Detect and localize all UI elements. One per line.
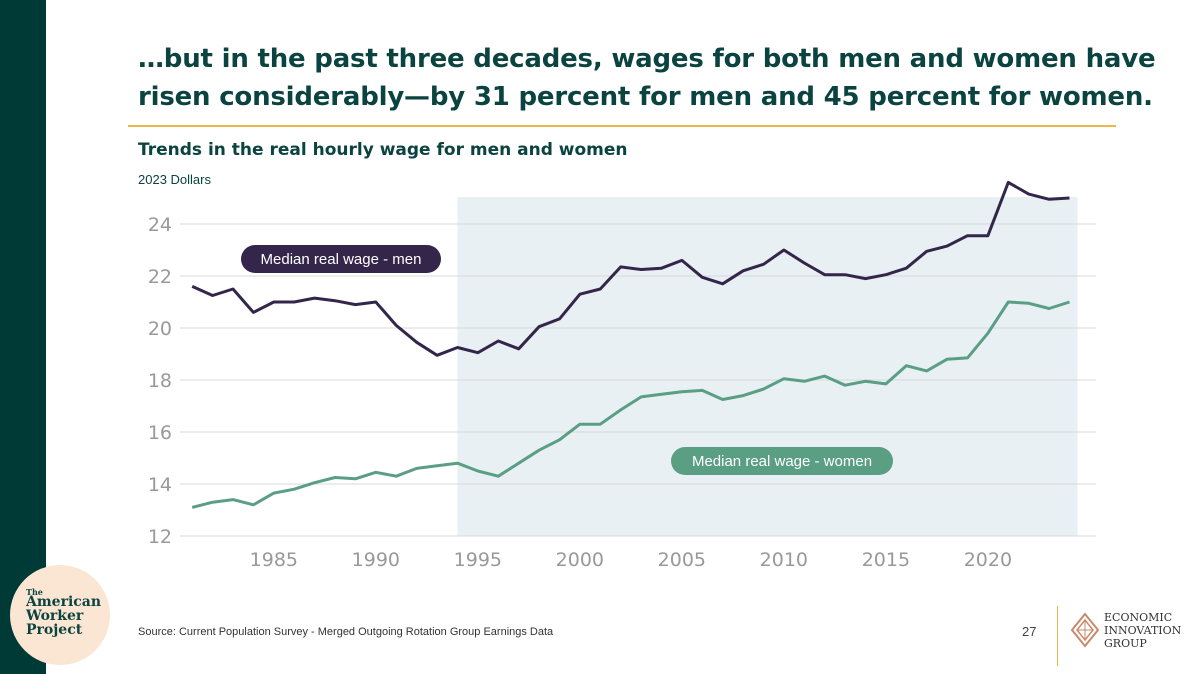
headline-line-2: risen considerably—by 31 percent for men…	[138, 82, 1153, 112]
y-tick-label: 12	[148, 526, 172, 548]
logo-line-1: American	[26, 594, 102, 610]
men-wage-line	[191, 180, 1070, 357]
y-tick-label: 20	[148, 318, 172, 340]
eig-line-1: ECONOMIC	[1104, 611, 1173, 624]
x-tick-label: 2000	[556, 549, 604, 571]
y-tick-label: 22	[148, 266, 172, 288]
logo-line-2: Worker	[26, 608, 84, 624]
y-tick-label: 18	[148, 370, 172, 392]
shaded-period	[457, 197, 1078, 536]
headline-line-1: …but in the past three decades, wages fo…	[138, 44, 1156, 74]
y-tick-label: 24	[148, 214, 172, 236]
women-wage-line	[191, 300, 1070, 509]
chart-title: Trends in the real hourly wage for men a…	[138, 140, 628, 160]
eig-logo-text: ECONOMIC INNOVATION GROUP	[1104, 611, 1181, 650]
chart-subtitle: 2023 Dollars	[138, 172, 211, 187]
eig-diamond-icon	[1070, 612, 1100, 648]
x-tick-label: 2015	[862, 549, 910, 571]
slide-headline: …but in the past three decades, wages fo…	[138, 40, 1156, 116]
headline-divider	[128, 125, 1116, 127]
x-tick-label: 2020	[964, 549, 1012, 571]
men-series-label: Median real wage - men	[261, 251, 422, 268]
women-series-label: Median real wage - women	[692, 453, 872, 470]
side-accent-bar	[0, 0, 46, 674]
women-series-pill	[671, 447, 893, 475]
x-tick-label: 1985	[250, 549, 298, 571]
logo-small-text: The	[26, 587, 43, 597]
source-note: Source: Current Population Survey - Merg…	[138, 626, 554, 638]
american-worker-project-logo: The American Worker Project	[10, 565, 110, 665]
y-tick-label: 14	[148, 474, 172, 496]
x-tick-label: 1995	[454, 549, 502, 571]
logo-main-text: American Worker Project	[26, 595, 101, 637]
x-tick-label: 2010	[760, 549, 808, 571]
footer-divider	[1057, 606, 1058, 666]
page-number: 27	[1022, 624, 1037, 639]
eig-line-2: INNOVATION	[1104, 624, 1182, 637]
y-tick-label: 16	[148, 422, 172, 444]
eig-line-3: GROUP	[1104, 637, 1147, 650]
logo-line-3: Project	[26, 622, 83, 638]
x-tick-label: 2005	[658, 549, 706, 571]
x-tick-label: 1990	[352, 549, 400, 571]
men-series-pill	[241, 245, 441, 273]
